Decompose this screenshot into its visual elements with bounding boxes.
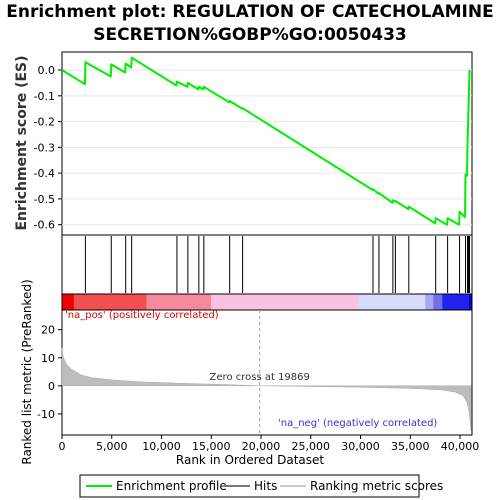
ranking-color-bar <box>62 294 472 310</box>
legend-ranking-label: Ranking metric scores <box>310 479 443 493</box>
ranking-bar-segment <box>442 294 470 310</box>
es-y-tick-label: -0.6 <box>34 219 55 232</box>
ranking-bar-segment <box>73 294 147 310</box>
es-plot-area <box>61 51 473 236</box>
x-tick-label: 10,000 <box>142 440 181 453</box>
legend-hits-label: Hits <box>254 479 277 493</box>
ranking-bar-segment <box>469 294 472 310</box>
es-y-tick-label: 0.0 <box>38 64 56 77</box>
chart-title-line-2: SECRETION%GOBP%GO:0050433 <box>93 25 407 45</box>
ranking-bar-segment <box>425 294 434 310</box>
es-y-tick-label: -0.4 <box>34 167 55 180</box>
zero-cross-label: Zero cross at 19869 <box>210 372 310 383</box>
es-y-tick-label: -0.2 <box>34 116 55 129</box>
legend-enrichment-label: Enrichment profile <box>116 479 227 493</box>
hits-plot-area <box>61 234 473 295</box>
metric-plot-area <box>61 309 473 436</box>
metric-y-axis-label: Ranked list metric (PreRanked) <box>20 279 34 464</box>
es-y-tick-label: -0.5 <box>34 193 55 206</box>
ranking-bar-segment <box>211 294 359 310</box>
x-tick-label: 15,000 <box>192 440 231 453</box>
metric-panel: Zero cross at 19869 'na_pos' (positively… <box>20 279 479 467</box>
x-tick-label: 20,000 <box>242 440 281 453</box>
metric-y-tick-label: 20 <box>41 324 55 337</box>
x-tick-label: 25,000 <box>292 440 331 453</box>
ranking-bar-segment <box>146 294 212 310</box>
hits-panel <box>61 234 473 295</box>
x-tick-label: 35,000 <box>391 440 430 453</box>
es-y-tick-label: -0.3 <box>34 141 55 154</box>
x-axis-label: Rank in Ordered Dataset <box>176 453 324 467</box>
metric-y-tick-label: 10 <box>41 352 55 365</box>
chart-title-line-1: Enrichment plot: REGULATION OF CATECHOLA… <box>6 2 493 22</box>
ranking-metric-area <box>61 347 472 431</box>
es-y-axis-label: Enrichment score (ES) <box>14 55 30 230</box>
x-tick-label: 30,000 <box>341 440 380 453</box>
legend: Enrichment profile Hits Ranking metric s… <box>79 474 443 498</box>
es-panel: 0.0 -0.1 -0.2 -0.3 -0.4 -0.5 -0.6 Enrichment s… <box>14 51 473 236</box>
ranking-bar-segment <box>62 294 74 310</box>
ranking-bar-segment <box>358 294 426 310</box>
x-tick-label: 40,000 <box>441 440 480 453</box>
positive-correlation-label: 'na_pos' (positively correlated) <box>65 310 219 321</box>
ranking-bar-segment <box>433 294 443 310</box>
metric-y-tick-label: 0 <box>48 380 55 393</box>
negative-correlation-label: 'na_neg' (negatively correlated) <box>278 418 437 429</box>
x-tick-label: 0 <box>59 440 66 453</box>
x-tick-label: 5,000 <box>96 440 128 453</box>
es-y-tick-label: -0.1 <box>34 90 55 103</box>
enrichment-profile-line <box>61 56 471 226</box>
metric-y-tick-label: -10 <box>37 408 55 421</box>
